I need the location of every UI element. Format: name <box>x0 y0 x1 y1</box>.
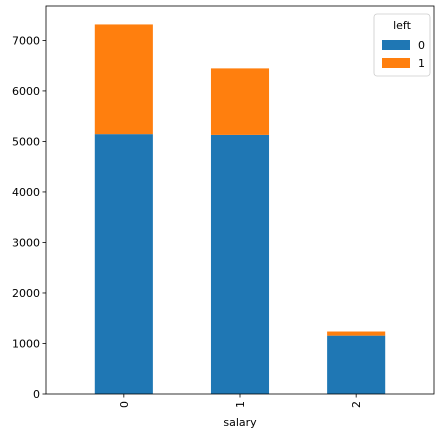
legend-label-1: 1 <box>418 57 425 70</box>
legend-swatch-1 <box>382 58 410 68</box>
y-tick-label: 0 <box>33 388 40 401</box>
bar-category-0-left-1 <box>94 24 153 135</box>
bar-category-2-left-0 <box>327 335 386 394</box>
y-tick-label: 4000 <box>12 186 40 199</box>
bar-category-2-left-1 <box>327 331 386 336</box>
y-tick-label: 6000 <box>12 85 40 98</box>
x-tick-label: 2 <box>350 401 363 408</box>
x-tick-label: 1 <box>234 401 247 408</box>
legend-title: left <box>393 19 412 32</box>
x-axis-label: salary <box>223 416 257 429</box>
legend: left 0 1 <box>373 13 431 77</box>
y-tick-label: 7000 <box>12 34 40 47</box>
legend-swatch-0 <box>382 40 410 50</box>
x-tick-label: 0 <box>118 401 131 408</box>
y-tick-label: 5000 <box>12 135 40 148</box>
legend-label-0: 0 <box>418 39 425 52</box>
bar-category-1-left-0 <box>210 134 270 394</box>
bar-category-0-left-0 <box>94 134 153 394</box>
bar-category-1-left-1 <box>210 68 270 135</box>
y-tick-label: 2000 <box>12 287 40 300</box>
axes-layer: 0 1000 2000 3000 4000 5000 6000 7000 0 1 2 salary <box>12 5 435 429</box>
y-tick-label: 3000 <box>12 236 40 249</box>
bars-layer <box>94 24 386 394</box>
y-tick-label: 1000 <box>12 337 40 350</box>
